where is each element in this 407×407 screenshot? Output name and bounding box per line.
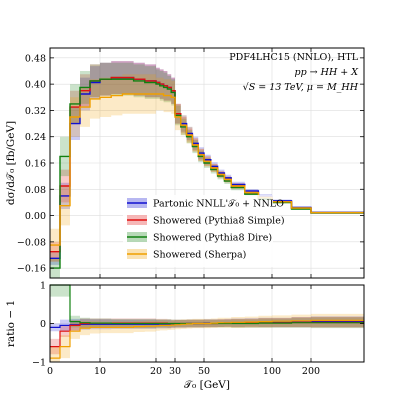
y-tick-label: 0.40 — [25, 80, 46, 91]
series-line-3 — [50, 93, 364, 246]
ratio-y-tick-label: 0 — [40, 319, 46, 330]
series-band-2 — [50, 62, 364, 278]
legend-entry: Showered (Pythia8 Dire) — [153, 233, 272, 244]
legend-box — [123, 195, 273, 267]
ratio-y-tick-label: 1 — [40, 281, 46, 292]
ratio-band-1 — [50, 317, 364, 355]
axis-ticks: 0 10 20 30 50 100 2000.480.400.320.240.160.080… — [17, 48, 364, 377]
ratio-line-2 — [50, 284, 364, 325]
x-tick-label: 30 — [169, 366, 181, 377]
x-tick-label: 200 — [302, 366, 320, 377]
legend-entry: Showered (Sherpa) — [153, 250, 246, 261]
legend-entry: Partonic NNLL'𝒯₀ + NNLO — [153, 199, 284, 210]
ratio-axis-label: ratio − 1 — [5, 300, 17, 347]
y-tick-label: 0.08 — [25, 185, 46, 196]
annotation-0: PDF4LHC15 (NNLO), HTL — [229, 52, 358, 63]
main-series-lines — [50, 76, 364, 269]
x-tick-label: 100 — [263, 366, 281, 377]
y-tick-label: 0.48 — [25, 53, 46, 64]
ratio-y-tick-label: −1 — [32, 358, 46, 369]
x-axis-label: 𝒯₀ [GeV] — [184, 379, 230, 391]
x-tick-label: 0 — [47, 366, 53, 377]
legend: Partonic NNLL'𝒯₀ + NNLO Showered (Pythia8… — [123, 195, 285, 267]
annotations: PDF4LHC15 (NNLO), HTL pp → HH + X √S = 13 … — [229, 52, 359, 93]
y-tick-label: 0.16 — [25, 159, 46, 170]
y-tick-label: 0.24 — [25, 132, 46, 143]
y-tick-label: 0.32 — [25, 106, 46, 117]
y-tick-label: −0.16 — [17, 264, 46, 275]
x-tick-label: 10 — [94, 366, 106, 377]
annotation-1: pp → HH + X — [295, 67, 360, 78]
y-axis-label: dσ/d𝒯₀ [fb/GeV] — [5, 121, 17, 205]
y-tick-label: −0.08 — [17, 237, 46, 248]
series-band-3 — [50, 74, 364, 262]
y-tick-label: 0.00 — [25, 211, 46, 222]
x-tick-label: 50 — [198, 366, 210, 377]
x-tick-label: 20 — [150, 366, 162, 377]
annotation-2: √S = 13 TeV, μ = M_HH — [243, 82, 359, 93]
legend-entry: Showered (Pythia8 Simple) — [153, 216, 285, 227]
ratio-series-lines — [50, 284, 364, 359]
ratio-band-3 — [50, 313, 364, 362]
ratio-line-3 — [50, 319, 364, 359]
